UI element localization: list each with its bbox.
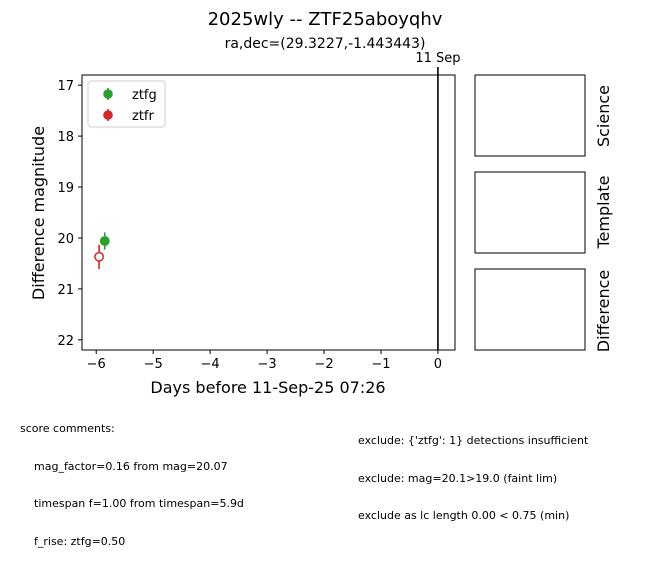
ztfg-point [99, 236, 110, 246]
x-tick-label: −4 [201, 357, 220, 372]
score-comments: score comments: mag_factor=0.16 from mag… [20, 398, 244, 573]
y-tick-label: 18 [57, 130, 74, 145]
x-tick-label: −3 [257, 357, 276, 372]
figure: 2025wly -- ZTF25aboyqhv ra,dec=(29.3227,… [20, 9, 613, 547]
difference-panel [474, 268, 586, 351]
template-panel-label: Template [594, 175, 613, 249]
lightcurve-plot: −6 −5 −4 −3 −2 −1 0 17 18 19 20 21 22 ztfg ztfr [57, 67, 456, 372]
science-panel-label: Science [594, 85, 613, 147]
exclusion-line: exclude: {'ztfg': 1} detections insuffic… [358, 434, 589, 447]
legend-label-ztfr: ztfr [132, 109, 154, 124]
y-tick-label: 22 [57, 334, 74, 349]
x-tick-label: −5 [144, 357, 163, 372]
y-axis-label: Difference magnitude [29, 126, 48, 300]
y-tick-label: 21 [57, 283, 74, 298]
x-tick-label: −2 [314, 357, 333, 372]
score-comment-line: mag_factor=0.16 from mag=20.07 [34, 459, 228, 473]
legend-label-ztfg: ztfg [132, 88, 157, 103]
figure-title: 2025wly -- ZTF25aboyqhv [208, 9, 443, 30]
difference-panel-label: Difference [594, 270, 613, 352]
figure-subtitle: ra,dec=(29.3227,-1.443443) [225, 36, 426, 52]
legend-marker-ztfg [103, 89, 113, 99]
score-comments-heading: score comments: [20, 422, 115, 435]
x-tick-label: 0 [434, 357, 442, 372]
exclusion-line: exclude as lc length 0.00 < 0.75 (min) [358, 509, 570, 522]
template-panel [474, 171, 586, 254]
ztfr-point [94, 251, 105, 262]
exclusion-line: exclude: mag=20.1>19.0 (faint lim) [358, 471, 558, 485]
score-comment-line: f_rise: ztfg=0.50 [34, 534, 126, 548]
y-tick-label: 17 [57, 79, 74, 94]
vline-label: 11 Sep [415, 51, 460, 66]
y-tick-label: 20 [57, 232, 74, 247]
legend-marker-ztfr [103, 110, 113, 120]
exclusion-notes: exclude: {'ztfg': 1} detections insuffic… [358, 410, 588, 548]
x-tick-label: −6 [87, 357, 106, 372]
y-tick-label: 19 [57, 181, 74, 196]
x-axis-label: Days before 11-Sep-25 07:26 [150, 378, 385, 397]
x-tick-label: −1 [371, 357, 390, 372]
science-panel [474, 74, 586, 157]
figure-canvas: 2025wly -- ZTF25aboyqhv ra,dec=(29.3227,… [29, 9, 613, 397]
